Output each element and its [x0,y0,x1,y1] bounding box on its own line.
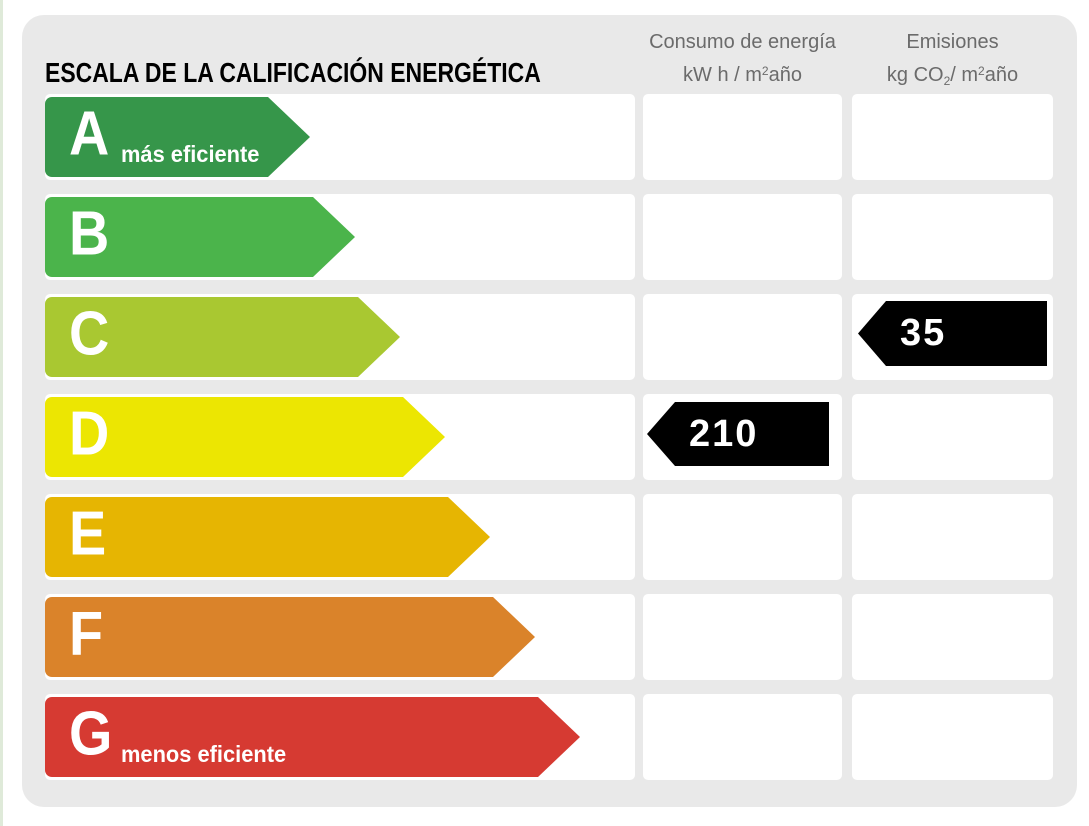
emisiones-cell-a [852,94,1053,180]
emisiones-cell-b [852,194,1053,280]
emisiones-column-header: Emisiones kg CO2/ m2año [852,28,1053,96]
consumo-header-unit: kW h / m2año [683,64,802,86]
emisiones-cell-e [852,494,1053,580]
rating-bar-cell-e: E [45,494,635,580]
rating-bar-c: C [45,297,400,377]
rating-bar-cell-a: A más eficiente [45,94,635,180]
consumo-indicator-arrow: 210 [647,402,829,466]
consumo-cell-g [643,694,842,780]
rating-bar-cell-c: C [45,294,635,380]
emisiones-value: 35 [900,312,947,354]
energy-label-panel: ESCALA DE LA CALIFICACIÓN ENERGÉTICA Con… [22,15,1077,807]
rating-rows: A más eficiente B C [45,94,1053,780]
rating-row-f: F [45,594,1053,680]
rating-letter-e: E [69,499,107,569]
most-efficient-caption: más eficiente [121,141,260,167]
rating-row-e: E [45,494,1053,580]
rating-letter-f: F [69,599,104,669]
rating-bar-d: D [45,397,445,477]
consumo-cell-d: 210 [643,394,842,480]
rating-letter-a: A [69,99,110,169]
rating-row-b: B [45,194,1053,280]
page-title: ESCALA DE LA CALIFICACIÓN ENERGÉTICA [45,57,541,88]
rating-bar-cell-d: D [45,394,635,480]
rating-row-g: G menos eficiente [45,694,1053,780]
consumo-column-header: Consumo de energía kW h / m2año [643,28,842,90]
consumo-cell-e [643,494,842,580]
consumo-cell-f [643,594,842,680]
rating-letter-c: C [69,299,110,369]
rating-bar-cell-f: F [45,594,635,680]
emisiones-header-unit: kg CO2/ m2año [886,64,1019,88]
rating-letter-g: G [69,699,113,769]
rating-bar-cell-g: G menos eficiente [45,694,635,780]
emisiones-cell-f [852,594,1053,680]
emisiones-cell-c: 35 [852,294,1053,380]
emisiones-header-title: Emisiones [906,31,999,53]
rating-bar-cell-b: B [45,194,635,280]
rating-letter-d: D [69,399,110,469]
rating-bar-a: A más eficiente [45,97,310,177]
emisiones-cell-d [852,394,1053,480]
subscript-2: 2 [943,74,951,88]
superscript-2: 2 [761,64,769,78]
emisiones-indicator-arrow: 35 [858,301,1047,366]
emisiones-cell-g [852,694,1053,780]
rating-bar-f: F [45,597,535,677]
consumo-cell-c [643,294,842,380]
consumo-value: 210 [689,412,759,455]
left-edge-accent [0,0,3,826]
rating-row-c: C 35 [45,294,1053,380]
rating-bar-b: B [45,197,355,277]
rating-row-d: D 210 [45,394,1053,480]
consumo-cell-b [643,194,842,280]
superscript-2: 2 [978,64,985,78]
rating-letter-b: B [69,199,110,269]
rating-bar-e: E [45,497,490,577]
least-efficient-caption: menos eficiente [121,741,287,767]
rating-row-a: A más eficiente [45,94,1053,180]
rating-bar-g: G menos eficiente [45,697,580,777]
consumo-header-title: Consumo de energía [649,31,836,53]
consumo-cell-a [643,94,842,180]
